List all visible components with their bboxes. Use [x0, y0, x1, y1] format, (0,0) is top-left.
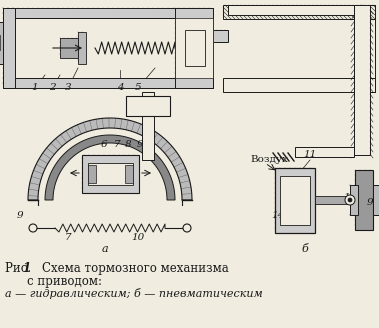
- Bar: [126, 96, 170, 116]
- Polygon shape: [45, 135, 175, 200]
- Bar: [280, 176, 310, 225]
- Bar: [295, 147, 354, 157]
- Bar: [355, 170, 373, 230]
- Bar: [223, 78, 375, 92]
- Bar: [88, 163, 133, 185]
- Text: 5: 5: [135, 83, 141, 92]
- Bar: [3, 8, 15, 88]
- Polygon shape: [28, 118, 192, 200]
- Bar: [88, 165, 96, 183]
- Text: 13: 13: [288, 211, 302, 220]
- Text: 11: 11: [303, 150, 316, 159]
- Text: 8: 8: [125, 140, 131, 149]
- Bar: [223, 5, 375, 19]
- Bar: [185, 30, 205, 66]
- Bar: [142, 92, 154, 160]
- Text: 12: 12: [343, 193, 357, 202]
- Circle shape: [183, 224, 191, 232]
- Bar: [361, 5, 375, 92]
- Bar: [350, 185, 358, 215]
- Bar: [315, 196, 350, 204]
- Text: а: а: [102, 244, 108, 254]
- Bar: [3, 8, 213, 18]
- Text: 14: 14: [271, 211, 285, 220]
- Bar: [3, 18, 213, 78]
- Text: Рис.: Рис.: [5, 262, 35, 275]
- Text: 4: 4: [117, 83, 123, 92]
- Bar: [3, 78, 213, 88]
- Text: 9: 9: [137, 140, 143, 149]
- Text: 3: 3: [65, 83, 71, 92]
- Bar: [82, 155, 139, 193]
- Text: 10: 10: [132, 233, 145, 242]
- Text: а — гидравлическим; б — пневматическим: а — гидравлическим; б — пневматическим: [5, 288, 263, 299]
- Bar: [213, 30, 228, 42]
- Text: Схема тормозного механизма: Схема тормозного механизма: [27, 262, 229, 275]
- Text: 9: 9: [367, 198, 373, 207]
- Text: Воздух: Воздух: [250, 155, 288, 164]
- Bar: [0, 22, 3, 64]
- Bar: [175, 18, 213, 78]
- Bar: [60, 38, 78, 58]
- Circle shape: [348, 198, 352, 202]
- Text: 9: 9: [17, 211, 23, 220]
- Bar: [275, 168, 315, 233]
- Text: 2: 2: [49, 83, 55, 92]
- Circle shape: [345, 195, 355, 205]
- Text: 1: 1: [32, 83, 38, 92]
- Text: 7: 7: [114, 140, 120, 149]
- Text: с приводом:: с приводом:: [27, 275, 102, 288]
- Text: 6: 6: [101, 140, 107, 149]
- Bar: [125, 165, 133, 183]
- Bar: [175, 8, 213, 88]
- Bar: [228, 5, 354, 15]
- Text: 7: 7: [65, 233, 71, 242]
- Bar: [373, 185, 379, 215]
- Bar: [354, 5, 370, 155]
- Circle shape: [29, 224, 37, 232]
- Bar: [78, 32, 86, 64]
- Text: б: б: [302, 244, 309, 254]
- Text: 1: 1: [22, 262, 30, 275]
